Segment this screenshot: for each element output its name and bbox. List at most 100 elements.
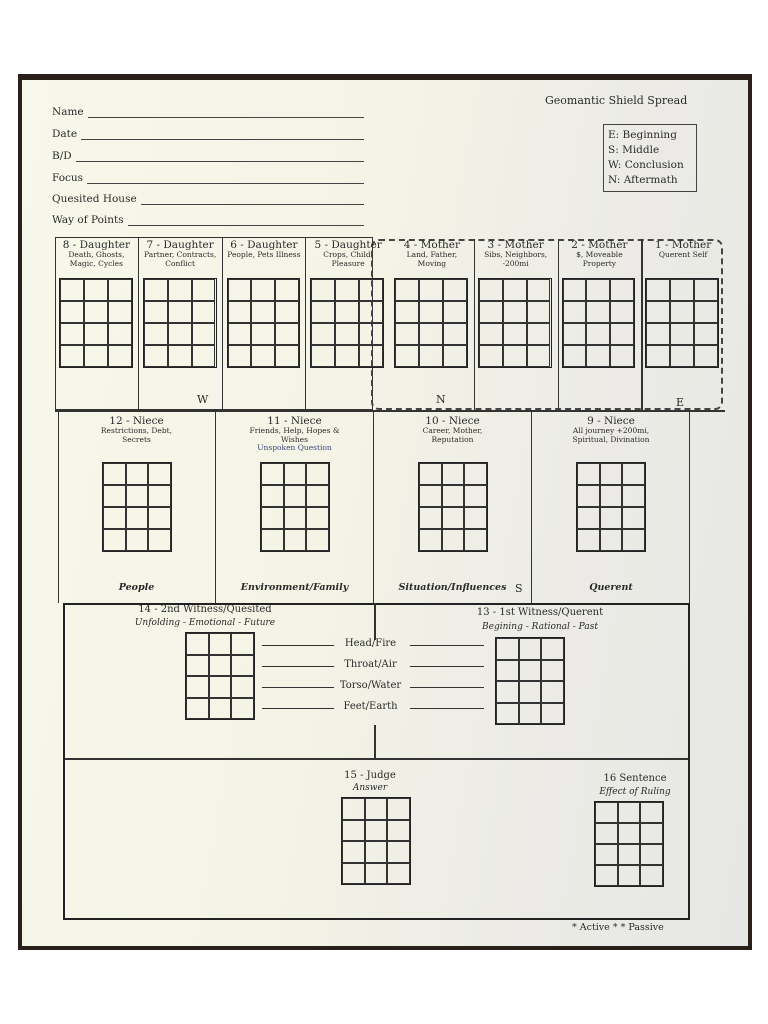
geomantic-cell[interactable] <box>251 345 276 367</box>
geomantic-cell[interactable] <box>387 841 410 863</box>
geomantic-cell[interactable] <box>617 865 641 886</box>
geomantic-cell[interactable] <box>670 345 695 367</box>
geomantic-cell[interactable] <box>577 463 600 485</box>
geomantic-cell[interactable] <box>419 463 442 485</box>
geomantic-cell[interactable] <box>83 323 108 345</box>
figure-grid-house-14[interactable] <box>185 632 255 720</box>
geomantic-cell[interactable] <box>83 279 108 301</box>
quesited-house-field[interactable]: Quesited House <box>52 193 364 205</box>
figure-grid-house-16[interactable] <box>594 801 664 887</box>
geomantic-cell[interactable] <box>502 301 527 323</box>
geomantic-cell[interactable] <box>395 301 419 323</box>
geomantic-cell[interactable] <box>577 485 600 507</box>
date-field[interactable]: Date <box>52 128 364 140</box>
geomantic-cell[interactable] <box>60 345 84 367</box>
geomantic-cell[interactable] <box>418 301 443 323</box>
geomantic-cell[interactable] <box>208 697 232 719</box>
geomantic-cell[interactable] <box>191 301 216 323</box>
figure-grid-house-13[interactable] <box>495 637 565 725</box>
geomantic-cell[interactable] <box>83 345 108 367</box>
geomantic-cell[interactable] <box>167 345 192 367</box>
geomantic-cell[interactable] <box>502 323 527 345</box>
geomantic-cell[interactable] <box>518 638 542 660</box>
figure-grid-house-1[interactable] <box>645 278 719 368</box>
geomantic-cell[interactable] <box>364 819 388 841</box>
geomantic-cell[interactable] <box>419 485 442 507</box>
geomantic-cell[interactable] <box>595 865 618 886</box>
geomantic-cell[interactable] <box>646 279 671 301</box>
geomantic-cell[interactable] <box>418 323 443 345</box>
geomantic-cell[interactable] <box>518 659 542 681</box>
geomantic-cell[interactable] <box>364 798 388 820</box>
figure-grid-house-7[interactable] <box>142 278 217 368</box>
geomantic-cell[interactable] <box>311 345 336 367</box>
geomantic-cell[interactable] <box>395 279 419 301</box>
geomantic-cell[interactable] <box>335 301 360 323</box>
figure-grid-house-11[interactable] <box>260 462 330 552</box>
geomantic-cell[interactable] <box>622 485 645 507</box>
geomantic-cell[interactable] <box>418 345 443 367</box>
geomantic-cell[interactable] <box>306 529 329 551</box>
geomantic-cell[interactable] <box>335 323 360 345</box>
geomantic-cell[interactable] <box>599 485 623 507</box>
figure-grid-house-3[interactable] <box>477 278 552 368</box>
geomantic-cell[interactable] <box>646 345 671 367</box>
geomantic-cell[interactable] <box>275 279 300 301</box>
geomantic-cell[interactable] <box>526 301 551 323</box>
geomantic-cell[interactable] <box>283 463 307 485</box>
geomantic-cell[interactable] <box>311 301 336 323</box>
geomantic-cell[interactable] <box>610 301 635 323</box>
geomantic-cell[interactable] <box>261 507 284 529</box>
geomantic-cell[interactable] <box>125 507 149 529</box>
geomantic-cell[interactable] <box>227 279 252 301</box>
geomantic-cell[interactable] <box>670 279 695 301</box>
geomantic-cell[interactable] <box>541 659 564 681</box>
geomantic-cell[interactable] <box>418 279 443 301</box>
geomantic-cell[interactable] <box>640 823 663 844</box>
geomantic-cell[interactable] <box>526 323 551 345</box>
geomantic-cell[interactable] <box>586 279 611 301</box>
geomantic-cell[interactable] <box>186 654 209 676</box>
geomantic-cell[interactable] <box>464 485 487 507</box>
geomantic-cell[interactable] <box>562 279 587 301</box>
geomantic-cell[interactable] <box>103 529 126 551</box>
figure-grid-house-5[interactable] <box>310 278 384 368</box>
geomantic-cell[interactable] <box>208 654 232 676</box>
geomantic-cell[interactable] <box>335 345 360 367</box>
geomantic-cell[interactable] <box>541 702 564 724</box>
geomantic-cell[interactable] <box>640 802 663 823</box>
geomantic-cell[interactable] <box>311 279 336 301</box>
geomantic-cell[interactable] <box>541 638 564 660</box>
geomantic-cell[interactable] <box>342 841 365 863</box>
geomantic-cell[interactable] <box>342 798 365 820</box>
geomantic-cell[interactable] <box>306 507 329 529</box>
geomantic-cell[interactable] <box>148 463 171 485</box>
figure-grid-house-8[interactable] <box>59 278 133 368</box>
geomantic-cell[interactable] <box>387 798 410 820</box>
geomantic-cell[interactable] <box>107 323 132 345</box>
geomantic-cell[interactable] <box>622 529 645 551</box>
geomantic-cell[interactable] <box>143 279 168 301</box>
geomantic-cell[interactable] <box>464 507 487 529</box>
geomantic-cell[interactable] <box>586 323 611 345</box>
geomantic-cell[interactable] <box>617 844 641 865</box>
geomantic-cell[interactable] <box>359 345 383 367</box>
figure-grid-house-9[interactable] <box>576 462 646 552</box>
geomantic-cell[interactable] <box>275 345 300 367</box>
geomantic-cell[interactable] <box>167 323 192 345</box>
geomantic-cell[interactable] <box>694 345 718 367</box>
geomantic-cell[interactable] <box>526 345 551 367</box>
geomantic-cell[interactable] <box>60 279 84 301</box>
focus-field[interactable]: Focus <box>52 172 364 184</box>
geomantic-cell[interactable] <box>191 279 216 301</box>
geomantic-cell[interactable] <box>261 463 284 485</box>
geomantic-cell[interactable] <box>577 507 600 529</box>
geomantic-cell[interactable] <box>251 279 276 301</box>
geomantic-cell[interactable] <box>496 702 519 724</box>
geomantic-cell[interactable] <box>186 676 209 698</box>
geomantic-cell[interactable] <box>441 507 465 529</box>
geomantic-cell[interactable] <box>640 844 663 865</box>
geomantic-cell[interactable] <box>125 463 149 485</box>
geomantic-cell[interactable] <box>622 463 645 485</box>
geomantic-cell[interactable] <box>441 529 465 551</box>
